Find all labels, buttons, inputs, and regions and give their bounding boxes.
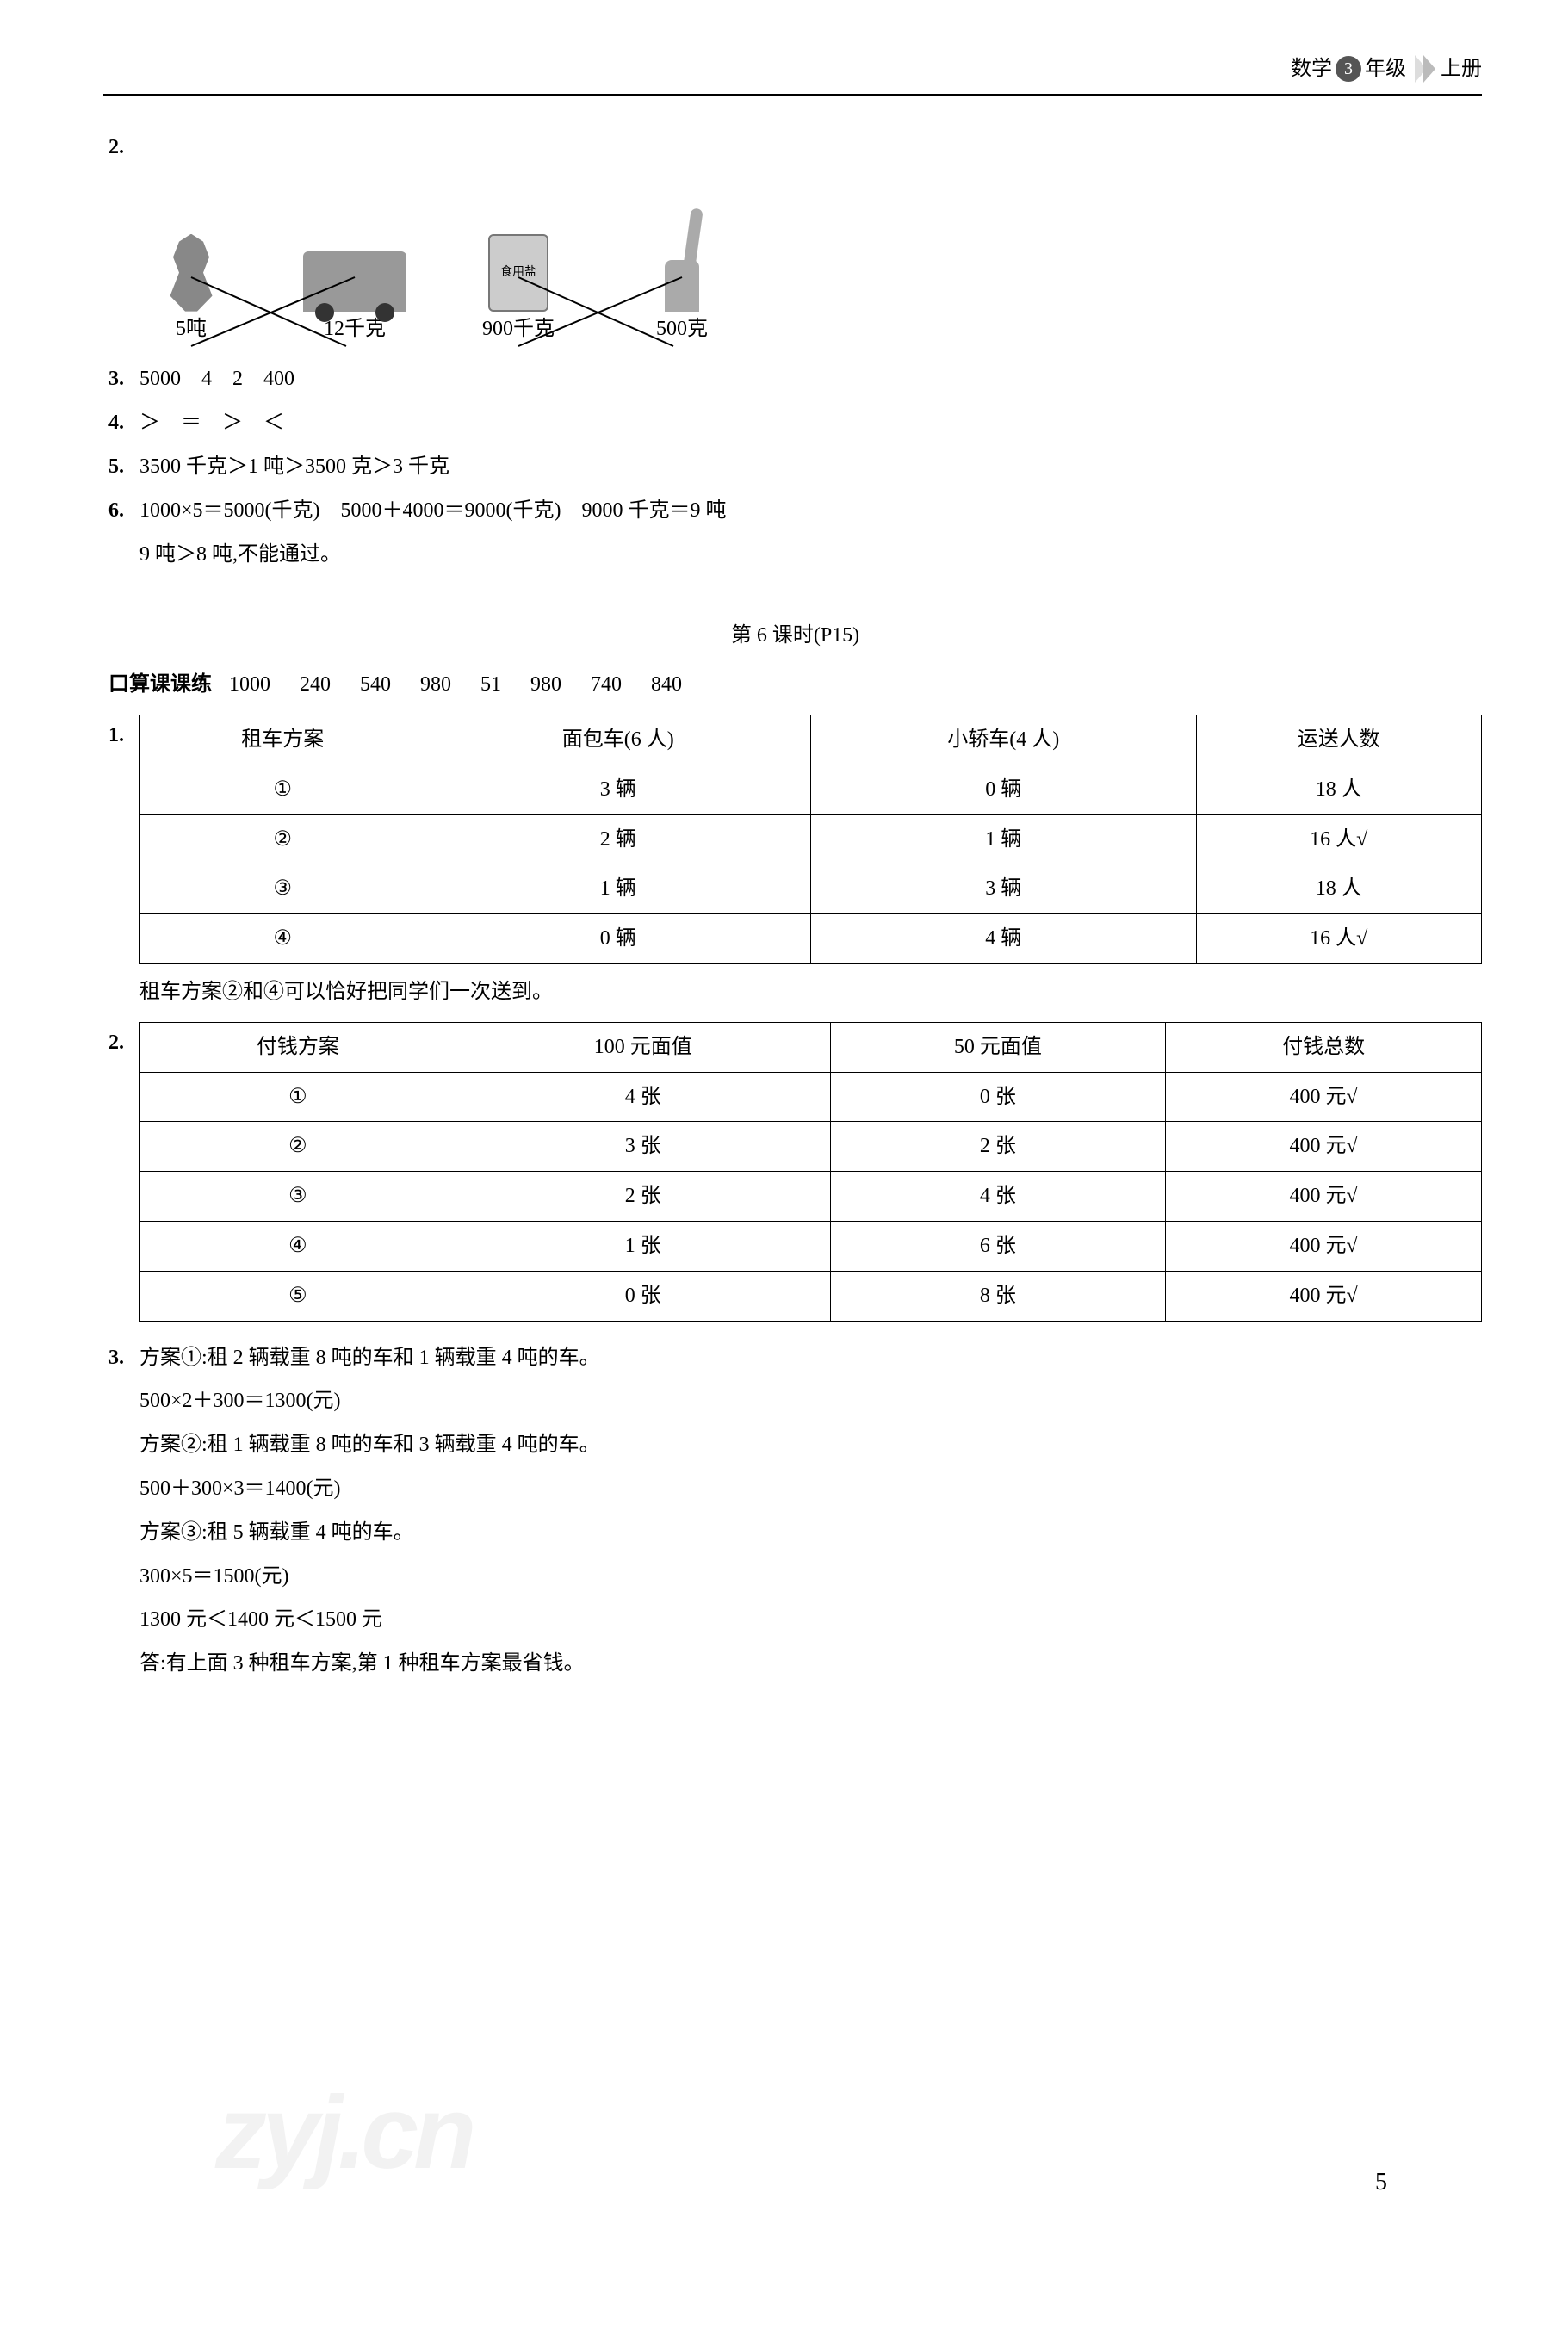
mental-num: 840 [651, 673, 682, 696]
table-header: 付钱总数 [1166, 1022, 1482, 1072]
table-header: 50 元面值 [830, 1022, 1166, 1072]
match-label: 900千克 [467, 312, 570, 347]
lesson-title: 第 6 课时(P15) [108, 618, 1482, 653]
mental-num: 540 [360, 673, 391, 696]
salt-bag-icon: 食用盐 [488, 234, 548, 312]
q-num: 3. [108, 362, 139, 397]
table-header: 面包车(6 人) [425, 715, 811, 765]
table1-note: 租车方案②和④可以恰好把同学们一次送到。 [139, 975, 1482, 1010]
mental-num: 240 [300, 673, 331, 696]
q-num: 5. [108, 449, 139, 485]
table-header: 运送人数 [1196, 715, 1481, 765]
q-num: 1. [108, 711, 139, 753]
mental-num: 980 [530, 673, 561, 696]
q5-answer: 3500 千克＞1 吨＞3500 克＞3 千克 [139, 449, 1482, 485]
table-row: 租车方案 面包车(6 人) 小轿车(4 人) 运送人数 [140, 715, 1482, 765]
rental-table: 租车方案 面包车(6 人) 小轿车(4 人) 运送人数 ①3 辆0 辆18 人 … [139, 715, 1482, 964]
q4-answer: ＞ ＝ ＞ ＜ [139, 406, 1482, 441]
grade-circle: 3 [1336, 56, 1361, 82]
table-header: 小轿车(4 人) [810, 715, 1196, 765]
mental-math-label: 口算课课练 [108, 667, 212, 703]
table-header: 租车方案 [140, 715, 425, 765]
q3b-line: 答:有上面 3 种租车方案,第 1 种租车方案最省钱。 [108, 1646, 1482, 1681]
q-num: 2. [108, 130, 139, 165]
giraffe-icon [648, 208, 716, 312]
page-header: 数学 3 年级 上册 [103, 52, 1482, 96]
volume-label: 上册 [1441, 52, 1482, 87]
q-num: 2. [108, 1019, 139, 1061]
q3b-line: 500×2＋300＝1300(元) [108, 1384, 1482, 1419]
page-content: 2. 食用盐 5吨 12千克 900千克 500克 3.5000 4 2 400… [103, 130, 1482, 1681]
q-num: 6. [108, 493, 139, 529]
truck-icon [303, 251, 406, 312]
watermark: zyj.cn [215, 2045, 471, 2220]
q3b-line: 方案③:租 5 辆载重 4 吨的车。 [108, 1515, 1482, 1551]
grade-suffix: 年级 [1365, 52, 1406, 87]
table-row: ③1 辆3 辆18 人 [140, 864, 1482, 914]
q-num: 3. [108, 1341, 139, 1376]
table-row: ①4 张0 张400 元√ [140, 1072, 1482, 1122]
mental-math-answers: 1000 240 540 980 51 980 740 840 [229, 667, 706, 703]
chevron-icon [1415, 55, 1432, 83]
subject-label: 数学 [1291, 52, 1332, 87]
table-row: ⑤0 张8 张400 元√ [140, 1271, 1482, 1321]
table-row: ④1 张6 张400 元√ [140, 1221, 1482, 1271]
matching-exercise: 食用盐 5吨 12千克 900千克 500克 [108, 174, 1482, 347]
table-row: ③2 张4 张400 元√ [140, 1172, 1482, 1222]
mental-num: 740 [591, 673, 622, 696]
table-row: ④0 辆4 辆16 人√ [140, 914, 1482, 964]
table-row: 付钱方案 100 元面值 50 元面值 付钱总数 [140, 1022, 1482, 1072]
q3b-line: 方案②:租 1 辆载重 8 吨的车和 3 辆载重 4 吨的车。 [108, 1428, 1482, 1463]
match-label: 5吨 [139, 312, 243, 347]
payment-table: 付钱方案 100 元面值 50 元面值 付钱总数 ①4 张0 张400 元√ ②… [139, 1022, 1482, 1322]
table-header: 100 元面值 [456, 1022, 830, 1072]
monkey-icon [161, 234, 221, 312]
page-number: 5 [1375, 2162, 1387, 2203]
table-row: ②2 辆1 辆16 人√ [140, 814, 1482, 864]
table-row: ①3 辆0 辆18 人 [140, 765, 1482, 814]
q-num: 4. [108, 406, 139, 441]
mental-num: 980 [420, 673, 451, 696]
match-label: 500克 [630, 312, 734, 347]
q3b-line: 方案①:租 2 辆载重 8 吨的车和 1 辆载重 4 吨的车。 [139, 1341, 1482, 1376]
table-row: ②3 张2 张400 元√ [140, 1122, 1482, 1172]
q3b-line: 300×5＝1500(元) [108, 1559, 1482, 1595]
q6-line1: 1000×5＝5000(千克) 5000＋4000＝9000(千克) 9000 … [139, 493, 1482, 529]
mental-num: 1000 [229, 673, 270, 696]
q6-line2: 9 吨＞8 吨,不能通过。 [108, 537, 1482, 573]
q3-answer: 5000 4 2 400 [139, 362, 1482, 397]
mental-num: 51 [480, 673, 501, 696]
q3b-line: 500＋300×3＝1400(元) [108, 1471, 1482, 1507]
table-header: 付钱方案 [140, 1022, 456, 1072]
q3b-line: 1300 元＜1400 元＜1500 元 [108, 1602, 1482, 1638]
